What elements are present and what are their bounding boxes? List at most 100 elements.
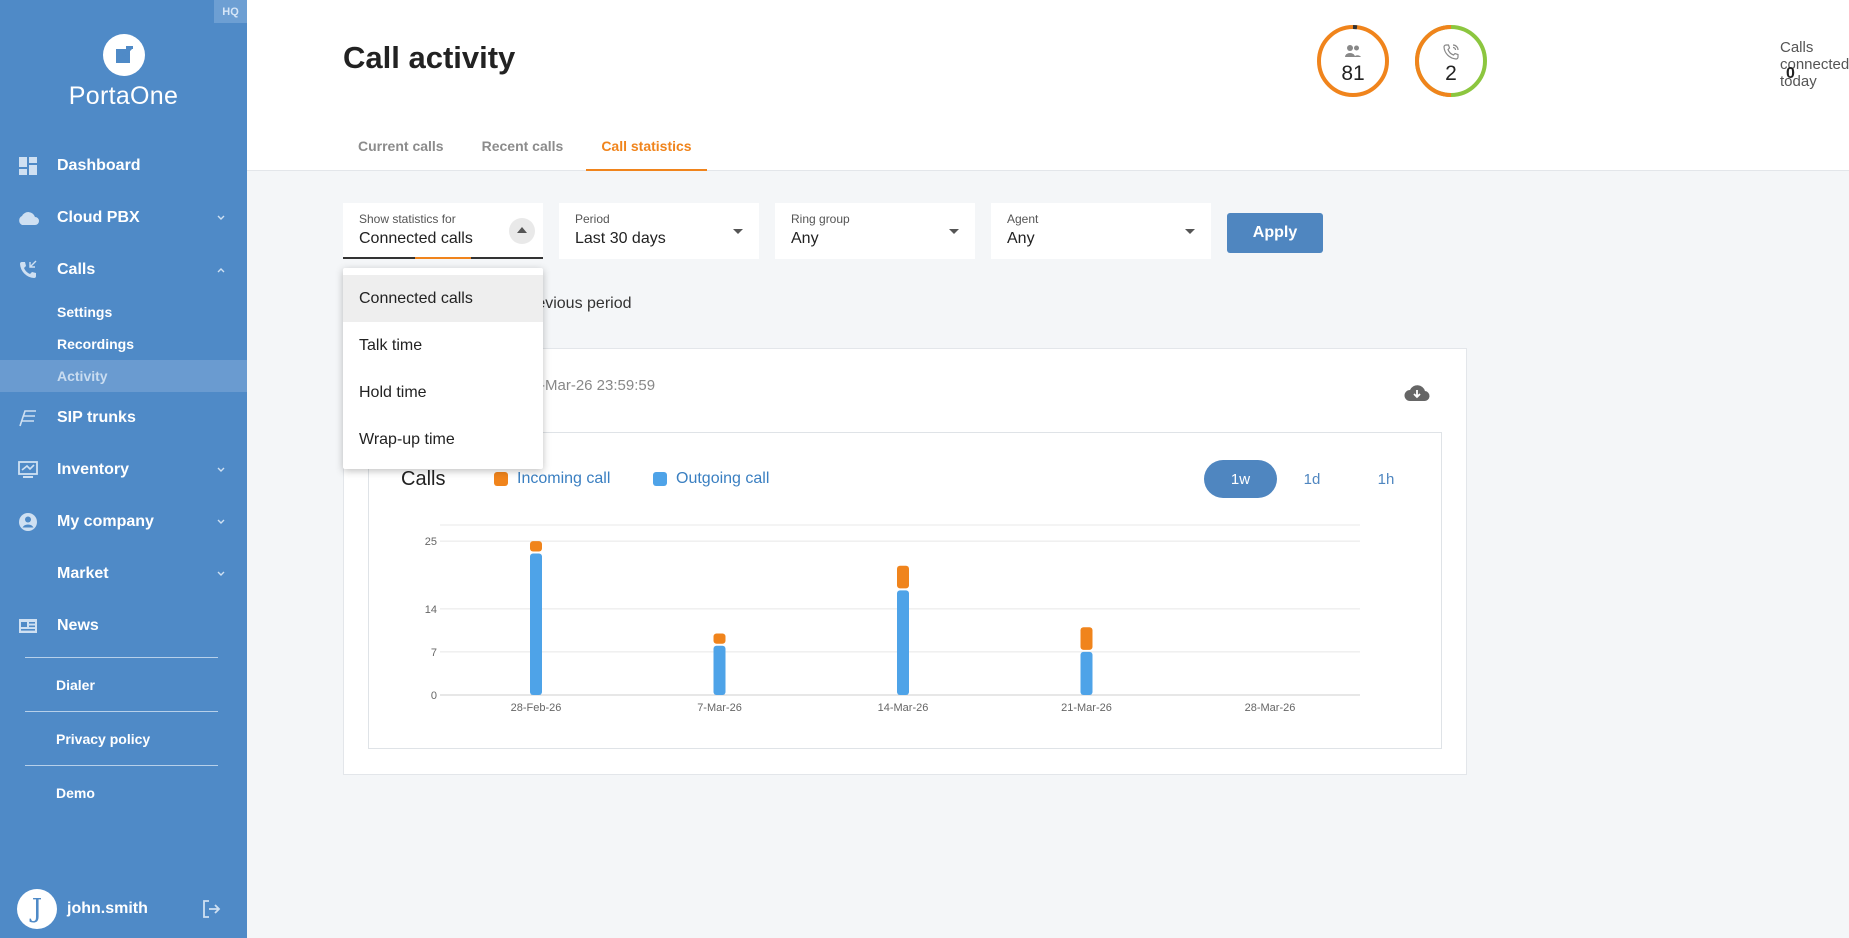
- tab-bar: Current calls Recent calls Call statisti…: [343, 124, 715, 171]
- calls-ring[interactable]: 2: [1414, 24, 1488, 98]
- sidebar-item-label: News: [57, 617, 99, 634]
- period-select-label: Period: [575, 212, 610, 226]
- trunk-icon: [17, 407, 39, 429]
- bar-incoming: [713, 633, 726, 644]
- option-connected-calls[interactable]: Connected calls: [343, 275, 543, 322]
- x-tick-label: 7-Mar-26: [697, 702, 742, 714]
- statistics-select[interactable]: Show statistics for Connected calls: [343, 203, 543, 259]
- dashboard-icon: [17, 155, 39, 177]
- agent-select-label: Agent: [1007, 212, 1039, 226]
- legend-incoming[interactable]: Incoming call: [494, 470, 610, 488]
- ring-group-select-value: Any: [791, 230, 819, 247]
- option-talk-time[interactable]: Talk time: [359, 336, 423, 354]
- y-tick-label: 7: [431, 647, 437, 659]
- legend-incoming-label: Incoming call: [517, 470, 611, 487]
- logout-icon[interactable]: [201, 899, 221, 919]
- sidebar-item-market[interactable]: Market: [0, 548, 247, 600]
- sidebar-link-privacy-policy[interactable]: Privacy policy: [56, 730, 151, 747]
- sidebar-item-sip-trunks[interactable]: SIP trunks: [0, 392, 247, 444]
- chevron-down-icon: [217, 571, 225, 576]
- y-tick-label: 14: [425, 604, 437, 616]
- sidebar-item-calls[interactable]: Calls: [0, 244, 247, 296]
- sidebar-link-demo[interactable]: Demo: [56, 784, 95, 801]
- x-tick-label: 28-Feb-26: [511, 702, 562, 714]
- sidebar-item-label: Dashboard: [57, 157, 141, 174]
- caret-down-icon: [1185, 229, 1195, 234]
- sidebar-subitem-recordings[interactable]: Recordings: [57, 336, 135, 352]
- option-hold-time[interactable]: Hold time: [359, 383, 427, 401]
- granularity-1h-button[interactable]: 1h: [1377, 470, 1395, 488]
- logo-icon: [102, 34, 145, 76]
- x-tick-label: 14-Mar-26: [878, 702, 929, 714]
- tab-current-calls[interactable]: Current calls: [358, 138, 444, 154]
- period-select-value: Last 30 days: [575, 230, 666, 247]
- news-icon: [17, 615, 39, 637]
- bar-incoming: [897, 565, 909, 589]
- sidebar-divider: [25, 765, 218, 766]
- sidebar-item-label: Calls: [57, 261, 96, 278]
- caret-up-icon[interactable]: [509, 218, 535, 244]
- sidebar-item-label: Market: [57, 565, 109, 582]
- caret-down-icon: [733, 229, 743, 234]
- bar-outgoing: [530, 553, 542, 695]
- sidebar-link-dialer[interactable]: Dialer: [56, 676, 95, 693]
- user-panel: J john.smith: [0, 880, 247, 938]
- sidebar-item-inventory[interactable]: Inventory: [0, 444, 247, 496]
- sidebar-item-label: Cloud PBX: [57, 209, 140, 226]
- avatar[interactable]: J: [17, 889, 57, 929]
- sidebar-item-label: Inventory: [57, 461, 130, 478]
- ring-group-select-label: Ring group: [791, 212, 850, 226]
- sidebar-item-my-company[interactable]: My company: [0, 496, 247, 548]
- users-count: 81: [1341, 62, 1365, 85]
- calls-count: 2: [1445, 62, 1457, 85]
- phone-icon: [17, 259, 39, 281]
- cloud-icon: [17, 207, 39, 229]
- page-header: Call activity Current calls Recent calls…: [247, 0, 1849, 171]
- legend-incoming-swatch: [494, 472, 508, 486]
- calls-today-value: 0: [1786, 65, 1795, 82]
- company-icon: [17, 511, 39, 533]
- period-select[interactable]: Period Last 30 days: [559, 203, 759, 259]
- sidebar-item-dashboard[interactable]: Dashboard: [0, 140, 247, 192]
- granularity-1w-button[interactable]: 1w: [1204, 460, 1277, 498]
- page-title: Call activity: [343, 40, 516, 75]
- bar-outgoing: [1080, 651, 1093, 695]
- phone-ring-icon: [1443, 44, 1459, 60]
- tab-recent-calls[interactable]: Recent calls: [481, 138, 564, 154]
- sidebar-item-cloud-pbx[interactable]: Cloud PBX: [0, 192, 247, 244]
- username[interactable]: john.smith: [67, 900, 148, 917]
- focus-underline: [415, 257, 471, 259]
- compare-previous-period[interactable]: revious period: [531, 295, 632, 312]
- users-icon: [1345, 45, 1361, 57]
- statistics-select-value: Connected calls: [359, 230, 473, 247]
- hq-badge[interactable]: HQ: [214, 0, 247, 23]
- sidebar-item-label: SIP trunks: [57, 409, 136, 426]
- brand-name: PortaOne: [68, 82, 179, 110]
- caret-down-icon: [949, 229, 959, 234]
- sidebar-subitem-settings[interactable]: Settings: [57, 304, 113, 320]
- tab-call-statistics[interactable]: Call statistics: [586, 124, 707, 171]
- sidebar-item-news[interactable]: News: [0, 600, 247, 652]
- chevron-down-icon: [217, 519, 225, 524]
- users-ring[interactable]: 81: [1316, 24, 1390, 98]
- sidebar-divider: [25, 657, 218, 658]
- chart-title: Calls: [401, 468, 446, 490]
- logo[interactable]: PortaOne: [0, 34, 247, 111]
- option-wrap-up-time[interactable]: Wrap-up time: [359, 430, 455, 448]
- chevron-down-icon: [217, 467, 225, 472]
- sidebar-divider: [25, 711, 218, 712]
- agent-select-value: Any: [1007, 230, 1035, 247]
- bar-incoming: [1080, 627, 1093, 650]
- apply-button[interactable]: Apply: [1227, 213, 1323, 253]
- sidebar-subitem-activity[interactable]: Activity: [0, 360, 247, 392]
- ring-group-select[interactable]: Ring group Any: [775, 203, 975, 259]
- chevron-up-icon: [217, 268, 225, 273]
- cloud-download-icon[interactable]: [1404, 383, 1430, 403]
- granularity-1d-button[interactable]: 1d: [1303, 470, 1321, 488]
- legend-outgoing[interactable]: Outgoing call: [653, 470, 769, 488]
- statistics-select-label: Show statistics for: [359, 212, 456, 226]
- statistics-dropdown-menu: Connected calls Talk time Hold time Wrap…: [343, 268, 543, 469]
- agent-select[interactable]: Agent Any: [991, 203, 1211, 259]
- x-tick-label: 21-Mar-26: [1061, 702, 1112, 714]
- legend-outgoing-label: Outgoing call: [676, 470, 770, 487]
